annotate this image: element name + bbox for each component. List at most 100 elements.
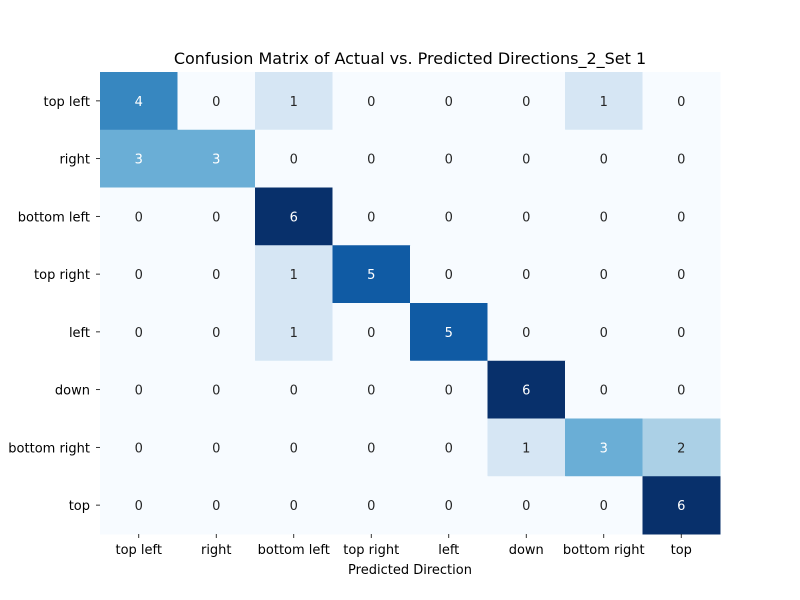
- heatmap-cell: [410, 187, 488, 246]
- cell-value-label: 0: [135, 326, 143, 341]
- cell-value-label: 0: [677, 326, 685, 341]
- heatmap-cell: [177, 476, 256, 535]
- heatmap-cell: [565, 129, 643, 188]
- heatmap-cell: [177, 187, 256, 246]
- cell-value-label: 3: [212, 153, 220, 168]
- x-tick-label: down: [509, 543, 544, 558]
- cell-value-label: 0: [212, 384, 220, 399]
- cell-value-label: 6: [290, 210, 298, 225]
- y-axis: top left right bottom left top right left dow…: [8, 95, 100, 514]
- heatmap-cell: [642, 72, 721, 131]
- y-tick-label: bottom left: [18, 210, 90, 225]
- y-tick-label: down: [55, 384, 90, 399]
- heatmap-cell: [565, 245, 643, 304]
- heatmap-cell: [177, 72, 256, 131]
- x-tick-label: top: [671, 543, 692, 558]
- y-tick-label: bottom right: [8, 441, 90, 456]
- cell-value-label: 0: [367, 326, 375, 341]
- heatmap-cell: [410, 245, 488, 304]
- heatmap-cell: [255, 129, 333, 188]
- heatmap-cell: [255, 303, 333, 362]
- heatmap-cell: [332, 129, 411, 188]
- cell-value-label: 4: [135, 95, 143, 110]
- cell-value-label: 0: [522, 268, 530, 283]
- cell-value-label: 0: [212, 499, 220, 514]
- heatmap-cell: [487, 418, 566, 477]
- cell-value-label: 0: [445, 210, 453, 225]
- cell-value-label: 0: [600, 268, 608, 283]
- heatmap-cell-labels: 4 0 1 0 0 0 1 03 3 0 0 0 0 0 00 0 6 0 0 0 0 00 0 1 5 0 0 0 00 0 1 0 5 0 0 0…: [135, 95, 686, 514]
- heatmap-cell: [332, 187, 411, 246]
- cell-value-label: 0: [522, 95, 530, 110]
- cell-value-label: 0: [367, 95, 375, 110]
- cell-value-label: 0: [445, 441, 453, 456]
- heatmap-cell: [100, 72, 178, 131]
- x-tick-label: right: [201, 543, 232, 558]
- cell-value-label: 0: [367, 441, 375, 456]
- heatmap-cell: [487, 303, 566, 362]
- heatmap-cell: [100, 129, 178, 188]
- heatmap-cell: [255, 187, 333, 246]
- cell-value-label: 0: [522, 326, 530, 341]
- heatmap-cell: [177, 129, 256, 188]
- cell-value-label: 0: [290, 153, 298, 168]
- heatmap-cell: [177, 418, 256, 477]
- y-tick-label: right: [59, 153, 90, 168]
- heatmap-cell: [255, 360, 333, 419]
- cell-value-label: 6: [522, 384, 530, 399]
- x-tick-label: top right: [343, 543, 399, 558]
- cell-value-label: 0: [600, 326, 608, 341]
- heatmap-cell: [255, 476, 333, 535]
- heatmap-cell: [642, 129, 721, 188]
- heatmap-cell: [565, 360, 643, 419]
- x-tick-label: bottom right: [563, 543, 645, 558]
- heatmap-cell: [100, 245, 178, 304]
- heatmap-cell: [100, 187, 178, 246]
- cell-value-label: 3: [600, 441, 608, 456]
- cell-value-label: 1: [522, 441, 530, 456]
- cell-value-label: 6: [677, 499, 685, 514]
- cell-value-label: 0: [135, 441, 143, 456]
- cell-value-label: 0: [212, 268, 220, 283]
- cell-value-label: 0: [445, 95, 453, 110]
- heatmap-cell: [410, 476, 488, 535]
- cell-value-label: 0: [212, 95, 220, 110]
- heatmap-cell: [642, 418, 721, 477]
- cell-value-label: 0: [135, 499, 143, 514]
- heatmap-cell: [100, 476, 178, 535]
- cell-value-label: 0: [367, 153, 375, 168]
- cell-value-label: 0: [212, 441, 220, 456]
- cell-value-label: 0: [290, 499, 298, 514]
- cell-value-label: 0: [135, 210, 143, 225]
- heatmap-cell: [487, 476, 566, 535]
- cell-value-label: 0: [290, 441, 298, 456]
- cell-value-label: 0: [677, 384, 685, 399]
- heatmap-cell: [100, 418, 178, 477]
- heatmap-cell: [565, 72, 643, 131]
- heatmap-cell: [332, 303, 411, 362]
- heatmap-cell: [410, 418, 488, 477]
- heatmap-cell: [565, 476, 643, 535]
- cell-value-label: 0: [445, 384, 453, 399]
- cell-value-label: 0: [522, 153, 530, 168]
- y-tick-label: top left: [44, 95, 91, 110]
- cell-value-label: 0: [600, 153, 608, 168]
- heatmap-cell: [410, 360, 488, 419]
- x-tick-label: bottom left: [258, 543, 330, 558]
- cell-value-label: 0: [677, 210, 685, 225]
- heatmap-cell: [100, 360, 178, 419]
- cell-value-label: 1: [290, 326, 298, 341]
- heatmap-cell: [255, 245, 333, 304]
- heatmap-cell: [332, 360, 411, 419]
- cell-value-label: 0: [367, 210, 375, 225]
- heatmap-cell: [642, 187, 721, 246]
- heatmap-cell: [177, 245, 256, 304]
- cell-value-label: 0: [600, 384, 608, 399]
- cell-value-label: 0: [522, 210, 530, 225]
- cell-value-label: 0: [135, 268, 143, 283]
- heatmap-cell: [642, 476, 721, 535]
- heatmap-cell: [487, 360, 566, 419]
- y-tick-label: left: [69, 326, 90, 341]
- heatmap-cell: [332, 245, 411, 304]
